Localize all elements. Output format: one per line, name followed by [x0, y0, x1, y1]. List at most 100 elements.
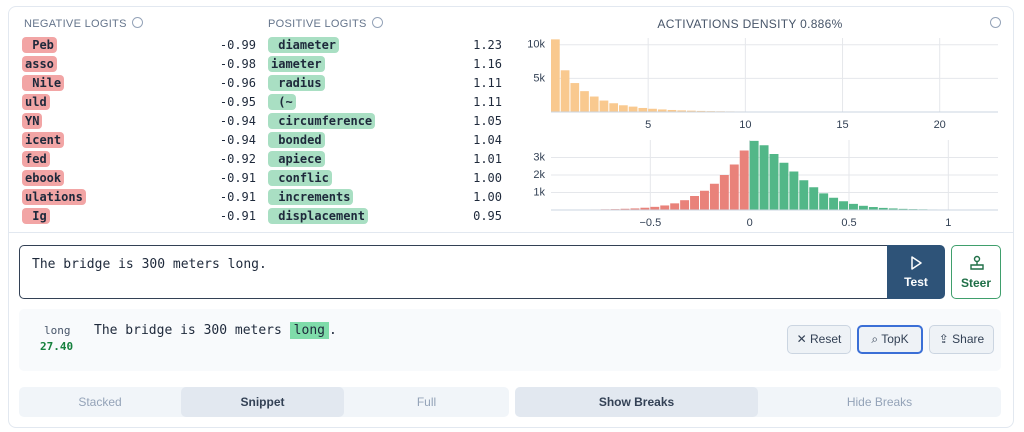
tab[interactable]: Snippet: [181, 387, 344, 417]
x-tick-label: 10: [739, 119, 751, 131]
token-pill: iameter: [268, 56, 325, 72]
histogram-bar: [580, 91, 589, 112]
logit-value: 1.00: [473, 190, 502, 204]
histogram-bar: [779, 162, 789, 210]
logit-value: 1.23: [473, 38, 502, 52]
logit-row: Ig -0.91: [22, 208, 256, 224]
histogram-bar: [609, 103, 619, 112]
test-button[interactable]: Test: [887, 245, 945, 299]
density-charts: 5k 10k 5 10 15 20 1k 2k 3k −0.5 0 0.5 1: [527, 38, 998, 229]
token-pill: displacement: [268, 208, 368, 224]
histogram-bar: [677, 110, 687, 112]
header-text: NEGATIVE LOGITS: [24, 18, 127, 30]
token-pill: conflic: [268, 170, 332, 186]
button-label: Share: [952, 332, 985, 346]
logit-row: fed -0.92: [22, 151, 256, 167]
tab[interactable]: Show Breaks: [515, 387, 758, 417]
histogram-bar: [858, 205, 868, 210]
x-tick-label: −0.5: [639, 217, 661, 229]
histogram-bar: [829, 197, 839, 210]
steer-icon: [970, 255, 984, 270]
token-pill: ebook: [22, 170, 65, 186]
histogram-bar: [696, 110, 706, 112]
density-info: [985, 17, 1001, 30]
token-pill: asso: [22, 56, 57, 72]
x-tick-label: 1: [945, 217, 951, 229]
logit-row: diameter 1.23: [268, 37, 502, 53]
token-pill: diameter: [268, 37, 340, 53]
histogram-bar: [819, 193, 829, 210]
logit-value: -0.91: [219, 171, 256, 185]
logit-value: 1.05: [473, 114, 502, 128]
logit-value: 1.11: [473, 76, 502, 90]
logit-row: bonded 1.04: [268, 132, 502, 148]
histogram-bar: [769, 154, 779, 210]
negative-header: NEGATIVE LOGITS: [24, 17, 143, 30]
share-button[interactable]: ⇪ Share: [929, 325, 994, 354]
histogram-bar: [670, 203, 680, 210]
info-icon[interactable]: [371, 17, 383, 28]
histogram-bar: [839, 201, 848, 210]
info-icon[interactable]: [131, 17, 143, 28]
y-tick-label: 2k: [533, 169, 545, 181]
token-pill: increments: [268, 189, 354, 205]
logit-row: conflic 1.00: [268, 170, 502, 186]
tab[interactable]: Full: [416, 395, 437, 409]
positive-header: POSITIVE LOGITS: [268, 17, 383, 30]
view-tabs: Stacked Snippet Full: [19, 387, 509, 417]
token-pill: Nile: [22, 75, 65, 91]
logit-value: 1.11: [473, 95, 502, 109]
tab[interactable]: Hide Breaks: [846, 395, 913, 409]
logit-value: 1.04: [473, 133, 502, 147]
histogram-bar: [630, 208, 640, 210]
info-icon[interactable]: [990, 17, 1001, 28]
histogram-bar: [657, 109, 667, 112]
feature-card: [8, 6, 1014, 428]
logit-value: -0.91: [219, 190, 256, 204]
logit-value: -0.99: [219, 38, 256, 52]
histogram-bar: [619, 105, 628, 112]
steer-button[interactable]: Steer: [951, 245, 1001, 299]
logit-value: -0.96: [219, 76, 256, 90]
x-tick-label: 15: [836, 119, 848, 131]
logit-value: -0.92: [219, 152, 256, 166]
token-pill: uld: [22, 94, 50, 110]
histogram-bar: [667, 109, 677, 112]
histogram-bar: [759, 145, 769, 210]
histogram-bar: [868, 207, 878, 210]
histogram-bar: [599, 100, 609, 112]
histogram-bar: [690, 196, 699, 210]
y-tick-label: 10k: [527, 39, 545, 51]
histogram-bar: [570, 83, 580, 112]
histogram-bar: [809, 187, 819, 210]
histogram-bar: [799, 180, 809, 210]
token-pill: YN: [22, 113, 43, 129]
logit-value: 0.95: [473, 209, 502, 223]
button-label: Steer: [960, 276, 992, 290]
button-label: TopK: [881, 332, 909, 346]
tab[interactable]: Stacked: [78, 395, 122, 409]
button-label: Test: [904, 275, 928, 289]
logit-row: apiece 1.01: [268, 151, 502, 167]
topk-button[interactable]: ⌕ TopK: [857, 325, 923, 354]
highlighted-token[interactable]: long: [289, 322, 329, 339]
text-input[interactable]: The bridge is 300 meters long.: [19, 245, 888, 299]
token-pill: (~: [268, 94, 296, 110]
token-pill: ulations: [22, 189, 86, 205]
logit-value: -0.91: [219, 209, 256, 223]
logit-value: 1.01: [473, 152, 502, 166]
x-tick-label: 5: [645, 119, 651, 131]
histogram-bar: [560, 70, 570, 112]
logit-row: YN -0.94: [22, 113, 256, 129]
histogram-bar: [888, 208, 898, 210]
top-token: long: [44, 324, 71, 337]
divider: [9, 232, 1013, 233]
logit-row: iameter 1.16: [268, 56, 502, 72]
histogram-bar: [650, 206, 660, 210]
histogram-bar: [660, 205, 670, 210]
histogram-bar: [680, 200, 690, 210]
reset-button[interactable]: ✕ Reset: [787, 325, 851, 354]
logit-row: ebook -0.91: [22, 170, 256, 186]
logit-value: -0.94: [219, 133, 256, 147]
button-label: Reset: [810, 332, 842, 346]
